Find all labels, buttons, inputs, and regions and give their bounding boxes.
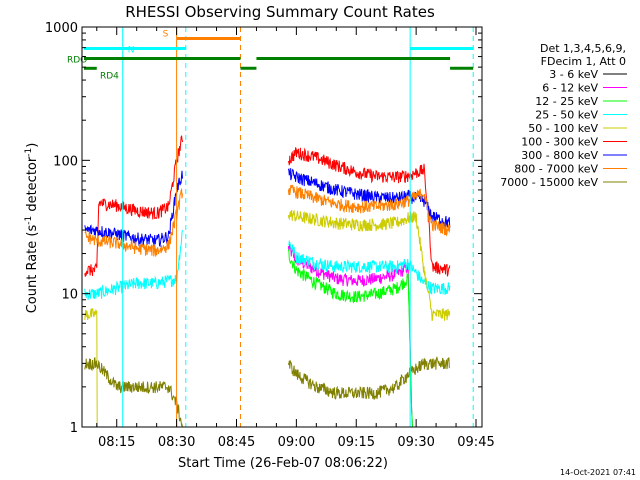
x-tick-label-08-30: 08:30 (158, 435, 195, 450)
x-tick-label-09-15: 09:15 (338, 435, 375, 450)
legend-label-6-12-kev: 6 - 12 keV (542, 82, 598, 95)
y-axis-label: Count Rate (s-1 detector-1) (24, 143, 40, 314)
x-tick-label-08-15: 08:15 (98, 435, 135, 450)
series-trace-25-50-kev-segment-1 (84, 229, 183, 301)
vertical-marker-layer (122, 27, 474, 427)
legend-label-800-7000-kev: 800 - 7000 keV (514, 163, 598, 176)
x-axis-label: Start Time (26-Feb-07 08:06:22) (178, 456, 388, 471)
axis-layer: 08:15 08:30 08:45 09:00 09:15 09:30 09:45 1 10 10… (45, 21, 495, 450)
legend-label-12-25-kev: 12 - 25 keV (535, 95, 598, 108)
data-layer (84, 135, 451, 428)
flag-label-n: N (128, 45, 135, 55)
plot-frame (81, 26, 483, 428)
footer-timestamp: 14-Oct-2021 07:41 (560, 468, 636, 477)
series-trace-25-50-kev-segment-2 (288, 239, 451, 295)
y-tick-label-100: 100 (53, 154, 78, 169)
y-tick-label-1000: 1000 (45, 21, 78, 36)
legend-header-line-2: FDecim 1, Att 0 (541, 55, 626, 68)
x-tick-label-09-30: 09:30 (397, 435, 434, 450)
legend-header-line-1: Det 1,3,4,5,6,9, (540, 42, 626, 55)
legend-label-100-300-kev: 100 - 300 keV (521, 136, 598, 149)
series-6-12-kev (84, 244, 450, 428)
x-tick-label-09-00: 09:00 (278, 435, 315, 450)
series-trace-300-800-kev-segment-1 (84, 170, 183, 248)
y-tick-label-10: 10 (61, 288, 78, 303)
x-tick-label-08-45: 08:45 (218, 435, 255, 450)
series-trace-7000-15000-kev-segment-1 (84, 357, 183, 427)
x-tick-label-09-45: 09:45 (457, 435, 494, 450)
series-trace-7000-15000-kev-segment-2 (287, 355, 451, 400)
flag-bar-layer: S N RDO RD4 (67, 29, 474, 81)
series-300-800-kev (84, 168, 451, 248)
series-trace-300-800-kev-segment-2 (287, 168, 451, 229)
flag-label-s: S (163, 29, 169, 39)
legend: Det 1,3,4,5,6,9, FDecim 1, Att 0 3 - 6 k… (500, 42, 627, 189)
series-25-50-kev (84, 229, 451, 301)
chart-title: RHESSI Observing Summary Count Rates (125, 3, 435, 21)
series-7000-15000-kev (84, 355, 451, 427)
series-100-300-kev (84, 135, 451, 277)
series-trace-800-7000-kev-segment-2 (287, 184, 451, 237)
legend-label-300-800-kev: 300 - 800 keV (521, 149, 598, 162)
series-800-7000-kev (84, 184, 451, 257)
legend-label-3-6-kev: 3 - 6 keV (549, 68, 598, 81)
series-trace-800-7000-kev-segment-1 (84, 187, 183, 257)
series-trace-50-100-kev-segment-2 (287, 209, 451, 321)
legend-label-50-100-kev: 50 - 100 keV (528, 122, 598, 135)
legend-label-7000-15000-kev: 7000 - 15000 keV (500, 176, 598, 189)
legend-label-25-50-kev: 25 - 50 keV (535, 109, 598, 122)
flag-label-rdo: RDO (67, 56, 87, 66)
series-trace-100-300-kev-segment-1 (84, 135, 183, 277)
y-tick-label-1: 1 (70, 421, 78, 436)
flag-label-rd4: RD4 (100, 71, 119, 81)
series-trace-100-300-kev-segment-2 (287, 147, 451, 277)
